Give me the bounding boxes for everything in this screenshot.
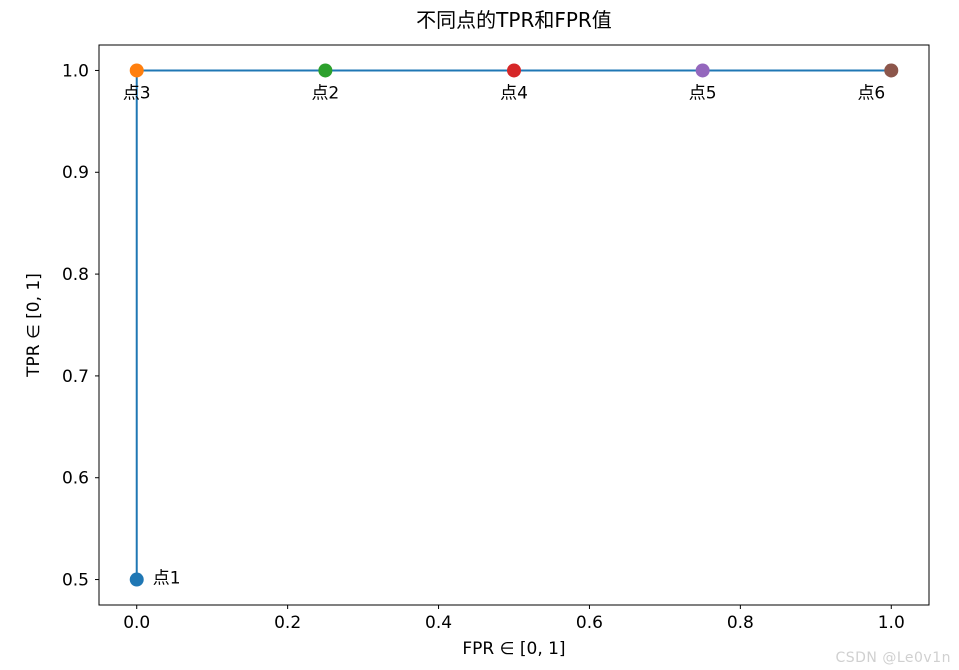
y-tick-label: 0.7 xyxy=(62,367,89,387)
data-point xyxy=(507,63,521,77)
x-tick-label: 0.2 xyxy=(274,613,301,633)
point-label: 点4 xyxy=(500,83,528,103)
x-tick-label: 1.0 xyxy=(878,613,905,633)
y-tick-label: 0.5 xyxy=(62,570,89,590)
watermark: CSDN @Le0v1n xyxy=(835,650,951,666)
point-label: 点5 xyxy=(689,83,717,103)
data-point xyxy=(696,63,710,77)
y-tick-label: 1.0 xyxy=(62,61,89,81)
data-point xyxy=(318,63,332,77)
y-tick-label: 0.9 xyxy=(62,163,89,183)
y-axis-label: TPR ∈ [0, 1] xyxy=(24,273,44,378)
y-tick-label: 0.8 xyxy=(62,265,89,285)
chart-container: 0.0 0.2 0.4 0.6 0.8 1.0 0.5 0.6 0.7 0.8 0.9 1.0 点1 点3… xyxy=(0,0,959,670)
data-point xyxy=(884,63,898,77)
point-label: 点3 xyxy=(123,83,151,103)
y-tick-label: 0.6 xyxy=(62,469,89,489)
chart-title: 不同点的TPR和FPR值 xyxy=(416,8,612,32)
data-point xyxy=(130,63,144,77)
chart-svg: 0.0 0.2 0.4 0.6 0.8 1.0 0.5 0.6 0.7 0.8 0.9 1.0 点1 点3… xyxy=(0,0,959,670)
x-tick-label: 0.4 xyxy=(425,613,452,633)
x-tick-label: 0.8 xyxy=(727,613,754,633)
x-tick-label: 0.6 xyxy=(576,613,603,633)
data-point xyxy=(130,573,144,587)
point-label: 点1 xyxy=(153,569,181,589)
x-axis-label: FPR ∈ [0, 1] xyxy=(462,639,565,659)
point-label: 点2 xyxy=(311,83,339,103)
x-tick-label: 0.0 xyxy=(123,613,150,633)
point-label: 点6 xyxy=(857,83,885,103)
